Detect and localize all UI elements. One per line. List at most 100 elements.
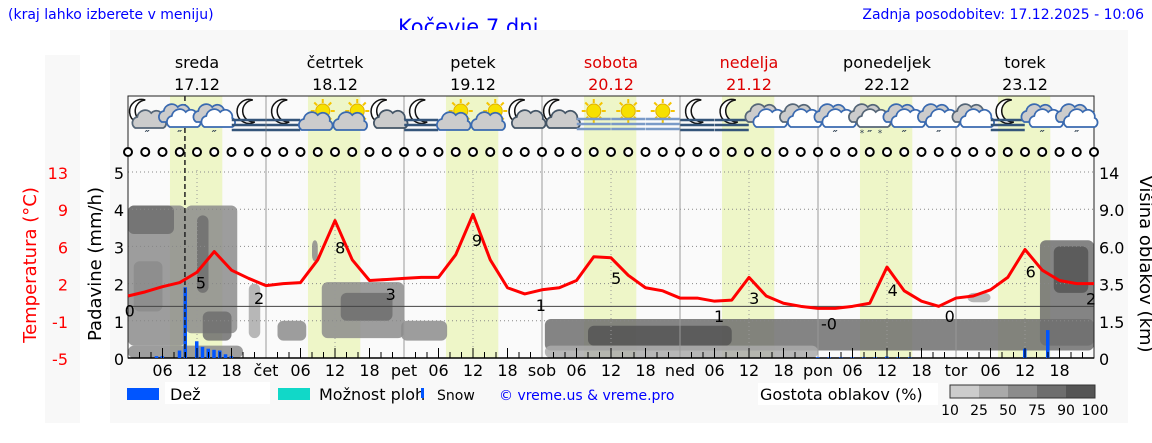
day-abbr-tick: pon (803, 361, 833, 380)
calm-wind-marker (692, 147, 703, 157)
sun-ray (327, 101, 332, 107)
day-date: 18.12 (312, 75, 358, 94)
temp-tick: 6 (58, 238, 68, 257)
day-name: sreda (175, 53, 219, 72)
rain-drops: ″ (936, 128, 941, 141)
credit-link[interactable]: © vreme.us & vreme.pro (499, 388, 674, 404)
moon-shape (236, 98, 256, 125)
calm-wind-marker (226, 147, 237, 157)
legend-rain-swatch (127, 388, 159, 400)
temp-tick: -5 (52, 350, 68, 369)
hour-tick-label: 06 (842, 361, 862, 380)
sun-ray (486, 101, 491, 107)
temp-tick: -1 (52, 313, 68, 332)
cloud-rain-icon: ″ (882, 103, 926, 141)
menu-hint-link[interactable]: (kraj lahko izberete v meniju) (8, 7, 214, 23)
cloud-density-cell (133, 261, 163, 312)
rain-bar (816, 357, 820, 358)
calm-wind-marker (606, 147, 616, 157)
moon-cloud-icon (508, 98, 547, 129)
density-tick: 75 (1028, 403, 1046, 419)
temperature-label: 0 (945, 307, 955, 326)
hour-tick-label: 18 (497, 361, 517, 380)
cloud-rain-icon: ″ (813, 103, 857, 141)
calm-wind-marker (364, 147, 375, 157)
calm-wind-marker (657, 147, 668, 157)
sun-ray (362, 101, 367, 107)
calm-wind-marker (899, 147, 910, 157)
cloud-icon (779, 103, 823, 128)
hour-tick-label: 18 (359, 361, 379, 380)
calm-wind-marker (554, 147, 565, 157)
calm-wind-marker (623, 147, 634, 157)
temperature-label: 0 (125, 302, 135, 321)
temperature-label: 1 (714, 307, 724, 326)
temp-tick: 13 (48, 164, 68, 183)
density-tick: 10 (941, 403, 959, 419)
cloud-shape (1063, 108, 1099, 128)
temperature-label: -0 (821, 314, 837, 333)
cloud-height-tick: 1.5 (1099, 313, 1124, 332)
sun-ray (584, 101, 589, 107)
calm-wind-marker (157, 147, 168, 157)
snow-flake: * (878, 129, 883, 139)
cloud-shape (470, 111, 506, 131)
hour-tick-label: 12 (739, 361, 759, 380)
sun-ray (633, 101, 638, 107)
temperature-label: 9 (472, 231, 482, 250)
calm-wind-marker (399, 147, 409, 157)
hour-tick-label: 18 (773, 361, 793, 380)
calm-wind-marker (933, 147, 944, 157)
cloud-shape (332, 111, 368, 131)
day-date: 23.12 (1002, 75, 1048, 94)
day-name: nedelja (720, 53, 779, 72)
cloud-height-tick: 14 (1099, 164, 1119, 183)
day-date: 19.12 (450, 75, 496, 94)
calm-wind-marker (433, 147, 444, 157)
calm-wind-marker (450, 147, 461, 157)
rain-bar (1046, 330, 1050, 358)
calm-wind-marker (243, 147, 254, 157)
cloud-rain-icon: ″ (1055, 103, 1099, 141)
sun-cloud-icon (436, 99, 473, 131)
legend-rain-box (165, 382, 270, 404)
calm-wind-marker (709, 147, 720, 157)
rain-bar (154, 356, 159, 358)
sun-cloud-icon (332, 99, 370, 131)
day-date: 20.12 (588, 75, 634, 94)
hour-tick-label: 12 (601, 361, 621, 380)
precip-axis-label: Padavine (mm/h) (85, 187, 106, 341)
precip-tick: 2 (114, 276, 124, 295)
moon-cloud-icon (370, 98, 409, 129)
precip-tick: 0 (114, 350, 124, 369)
moon-fog-icon (404, 98, 439, 132)
calm-wind-marker (519, 147, 530, 157)
density-scale-swatch (1066, 385, 1095, 398)
hour-tick-label: 12 (1015, 361, 1035, 380)
day-abbr-tick: sob (528, 361, 556, 380)
calm-wind-marker (761, 147, 772, 157)
hour-tick-label: 06 (290, 361, 310, 380)
sun-cloud-icon (470, 99, 508, 131)
moon-fog-icon (266, 98, 301, 132)
calm-wind-marker (261, 147, 271, 157)
calm-wind-marker (726, 147, 737, 157)
calm-wind-marker (347, 147, 358, 157)
hour-tick-label: 12 (187, 361, 207, 380)
calm-wind-marker (864, 147, 875, 157)
cloud-sleet-icon: ″* * (848, 103, 892, 141)
sun-ray (500, 101, 505, 107)
precip-tick: 5 (114, 164, 124, 183)
cloud-density-cell (202, 311, 232, 341)
day-date: 17.12 (174, 75, 220, 94)
calm-wind-marker (916, 147, 927, 157)
snow-flake: * (860, 129, 865, 139)
day-abbr-tick: pet (391, 361, 417, 380)
temperature-label: 1 (536, 296, 546, 315)
calm-wind-marker (588, 147, 599, 157)
calm-wind-marker (847, 147, 858, 157)
calm-wind-marker (985, 147, 996, 157)
rain-drops: ″ (212, 128, 217, 141)
moon-fog-icon (231, 98, 266, 132)
daylight-band (583, 96, 637, 358)
